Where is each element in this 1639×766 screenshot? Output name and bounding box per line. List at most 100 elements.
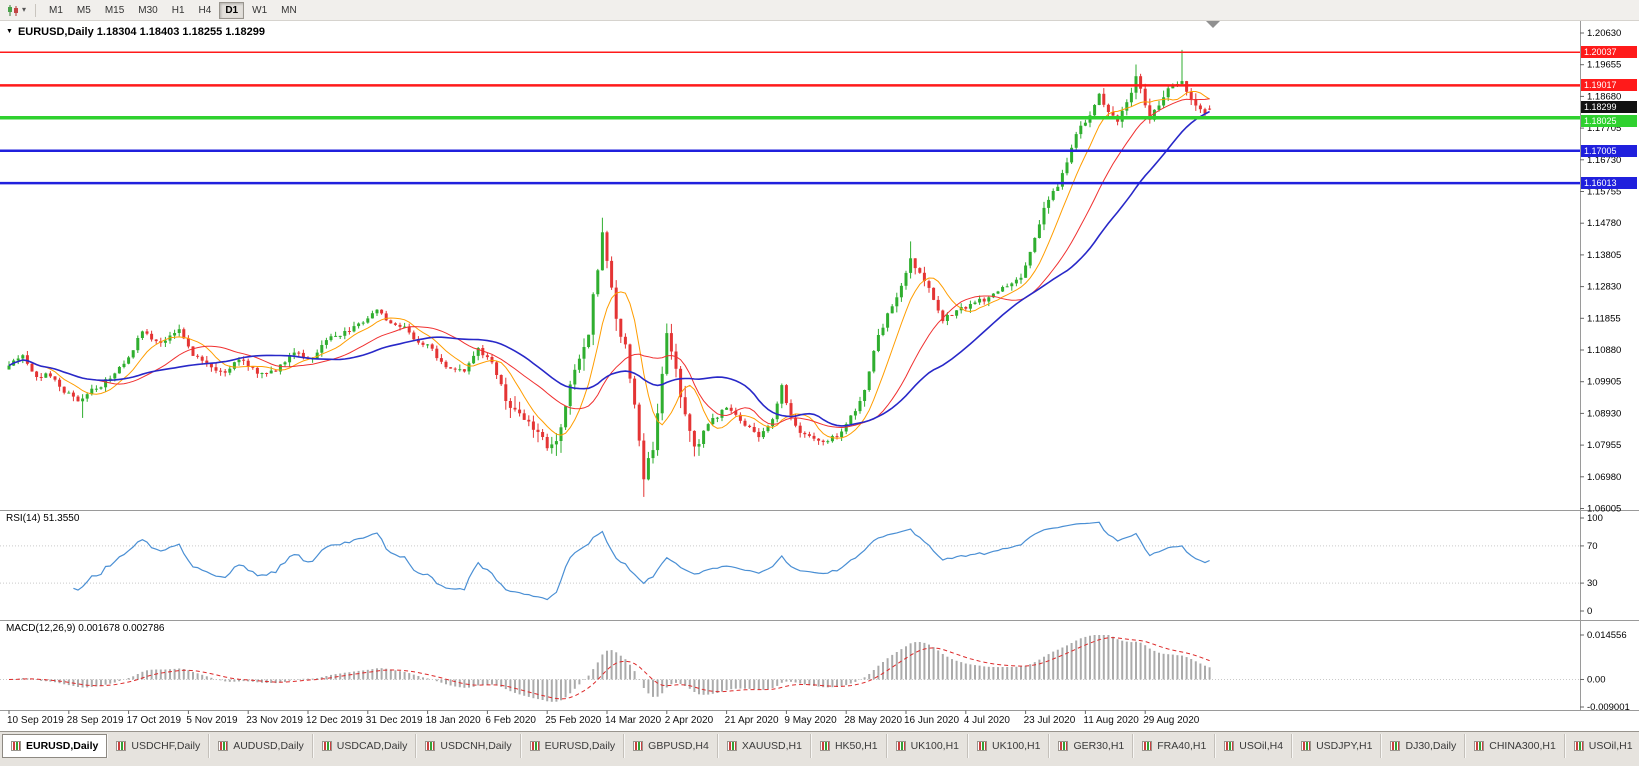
chart-tab-icon bbox=[1058, 740, 1069, 751]
timeframe-button-H1[interactable]: H1 bbox=[171, 4, 185, 16]
svg-text:25 Feb 2020: 25 Feb 2020 bbox=[545, 715, 602, 726]
price-badge-1.19017: 1.19017 bbox=[1581, 79, 1637, 92]
svg-text:100: 100 bbox=[1587, 513, 1603, 524]
chart-type-button[interactable]: ▾ bbox=[4, 3, 29, 18]
dropdown-caret-icon: ▾ bbox=[22, 5, 27, 14]
svg-text:0.00: 0.00 bbox=[1587, 674, 1606, 685]
macd-signal-line bbox=[8, 637, 1210, 700]
price-axis-labels: 1.20630 1.19655 1.18680 1.17705 1.16730 1.157… bbox=[1580, 28, 1621, 515]
chart-tab-UK100,H1[interactable]: UK100,H1 bbox=[968, 734, 1050, 758]
chart-tab-CHINA300,H1[interactable]: CHINA300,H1 bbox=[1465, 734, 1565, 758]
chart-tab-USDJPY,H1[interactable]: USDJPY,H1 bbox=[1292, 734, 1382, 758]
chart-tab-EURUSD,Daily[interactable]: EURUSD,Daily bbox=[2, 734, 108, 758]
tab-label: USOil,H4 bbox=[1239, 739, 1284, 752]
timeframe-button-MN[interactable]: MN bbox=[281, 4, 297, 16]
price-badge-1.20037: 1.20037 bbox=[1581, 46, 1637, 59]
chart-tab-AUDUSD,Daily[interactable]: AUDUSD,Daily bbox=[209, 734, 313, 758]
svg-text:1.06980: 1.06980 bbox=[1587, 472, 1621, 483]
chart-tab-GER30,H1[interactable]: GER30,H1 bbox=[1049, 734, 1134, 758]
timeframe-button-M30[interactable]: M30 bbox=[138, 4, 158, 16]
chart-tab-FRA40,H1[interactable]: FRA40,H1 bbox=[1133, 734, 1216, 758]
price-badge-1.16013: 1.16013 bbox=[1581, 177, 1637, 190]
chart-tab-XAUUSD,H1[interactable]: XAUUSD,H1 bbox=[717, 734, 811, 758]
chart-tab-USDCHF,Daily[interactable]: USDCHF,Daily bbox=[107, 734, 210, 758]
svg-text:1.10880: 1.10880 bbox=[1587, 345, 1621, 356]
chart-tab-icon bbox=[726, 740, 737, 751]
chart-tab-USDCNH,Daily[interactable]: USDCNH,Daily bbox=[416, 734, 521, 758]
svg-text:1.06005: 1.06005 bbox=[1587, 504, 1621, 515]
timeframe-button-W1[interactable]: W1 bbox=[252, 4, 268, 16]
price-badge-1.18299: 1.18299 bbox=[1581, 100, 1637, 113]
chart-tab-UK100,H1[interactable]: UK100,H1 bbox=[886, 734, 969, 758]
svg-text:1.15755: 1.15755 bbox=[1587, 187, 1621, 198]
svg-text:23 Jul 2020: 23 Jul 2020 bbox=[1024, 715, 1076, 726]
chart-tab-icon bbox=[1301, 740, 1312, 751]
svg-text:1.09905: 1.09905 bbox=[1587, 377, 1621, 388]
tab-label: FRA40,H1 bbox=[1157, 739, 1207, 752]
tab-label: USDCHF,Daily bbox=[131, 739, 201, 752]
svg-text:31 Dec 2019: 31 Dec 2019 bbox=[366, 715, 423, 726]
chart-tab-icon bbox=[1474, 740, 1485, 751]
chart-ohlc-text: EURUSD,Daily 1.18304 1.18403 1.18255 1.1… bbox=[17, 26, 266, 38]
tab-label: UK100,H1 bbox=[992, 739, 1041, 752]
svg-text:23 Nov 2019: 23 Nov 2019 bbox=[246, 715, 303, 726]
chart-tab-USOil,H1[interactable]: USOil,H1 bbox=[1564, 734, 1639, 758]
price-badge-1.17005: 1.17005 bbox=[1581, 144, 1637, 157]
svg-text:10 Sep 2019: 10 Sep 2019 bbox=[7, 715, 64, 726]
candlestick-chart-icon bbox=[8, 4, 18, 16]
tab-label: HK50,H1 bbox=[834, 739, 878, 752]
tab-label: UK100,H1 bbox=[910, 739, 960, 752]
svg-text:5 Nov 2019: 5 Nov 2019 bbox=[186, 715, 238, 726]
chart-tab-USOil,H4[interactable]: USOil,H4 bbox=[1215, 734, 1293, 758]
svg-text:1.18680: 1.18680 bbox=[1587, 91, 1621, 102]
chart-tab-icon bbox=[977, 740, 988, 751]
tab-label: USDJPY,H1 bbox=[1316, 739, 1373, 752]
timeframe-button-M15[interactable]: M15 bbox=[104, 4, 125, 16]
svg-text:1.14780: 1.14780 bbox=[1587, 218, 1621, 229]
chart-tab-icon bbox=[116, 740, 127, 751]
chart-tab-icon bbox=[895, 740, 906, 751]
svg-text:9 May 2020: 9 May 2020 bbox=[784, 715, 837, 726]
chart-tab-icon bbox=[633, 740, 644, 751]
tab-label: USDCNH,Daily bbox=[440, 739, 512, 752]
chart-ohlc-header: ▼ EURUSD,Daily 1.18304 1.18403 1.18255 1… bbox=[6, 26, 265, 38]
svg-text:14 Mar 2020: 14 Mar 2020 bbox=[605, 715, 662, 726]
chart-tab-DJ30,Daily[interactable]: DJ30,Daily bbox=[1381, 734, 1466, 758]
timeframe-button-M1[interactable]: M1 bbox=[49, 4, 63, 16]
timeframe-buttons: M1 M5 M15 M30 H1 H4 D1 W1 MN bbox=[42, 1, 304, 19]
chart-window-tabbar: EURUSD,Daily USDCHF,Daily AUDUSD,Daily USDC… bbox=[0, 731, 1639, 766]
ma-34-line bbox=[8, 110, 1210, 427]
svg-text:1.17705: 1.17705 bbox=[1587, 123, 1621, 134]
chart-tab-GBPUSD,H4[interactable]: GBPUSD,H4 bbox=[624, 734, 718, 758]
chart-tab-icon bbox=[1142, 740, 1153, 751]
tab-label: XAUUSD,H1 bbox=[741, 739, 802, 752]
chart-tab-icon bbox=[529, 740, 540, 751]
chart-tab-HK50,H1[interactable]: HK50,H1 bbox=[810, 734, 887, 758]
macd-indicator-label: MACD(12,26,9) 0.001678 0.002786 bbox=[6, 623, 165, 634]
svg-text:16 Jun 2020: 16 Jun 2020 bbox=[904, 715, 959, 726]
tab-label: DJ30,Daily bbox=[1405, 739, 1457, 752]
rsi-axis-labels: 100 70 30 0 bbox=[1580, 513, 1603, 617]
one-click-trading-toggle-icon[interactable]: ▼ bbox=[6, 28, 13, 35]
chart-tab-EURUSD,Daily[interactable]: EURUSD,Daily bbox=[520, 734, 625, 758]
chart-tab-icon bbox=[1224, 740, 1235, 751]
tab-label: AUDUSD,Daily bbox=[233, 739, 304, 752]
timeframe-button-H4[interactable]: H4 bbox=[198, 4, 212, 16]
svg-text:4 Jul 2020: 4 Jul 2020 bbox=[964, 715, 1011, 726]
svg-text:-0.009001: -0.009001 bbox=[1587, 702, 1630, 713]
svg-text:0: 0 bbox=[1587, 606, 1592, 617]
chart-tab-USDCAD,Daily[interactable]: USDCAD,Daily bbox=[312, 734, 417, 758]
timeframe-button-M5[interactable]: M5 bbox=[76, 4, 91, 16]
chart-shift-marker[interactable] bbox=[1206, 21, 1220, 28]
tab-label: CHINA300,H1 bbox=[1489, 739, 1556, 752]
svg-text:28 Sep 2019: 28 Sep 2019 bbox=[67, 715, 124, 726]
rsi-indicator-label: RSI(14) 51.3550 bbox=[6, 513, 80, 524]
toolbar-separator bbox=[35, 3, 37, 17]
svg-text:18 Jan 2020: 18 Jan 2020 bbox=[426, 715, 481, 726]
tab-label: EURUSD,Daily bbox=[544, 739, 616, 752]
timeframe-button-D1[interactable]: D1 bbox=[219, 1, 245, 19]
tab-label: GER30,H1 bbox=[1073, 739, 1125, 752]
chart-tab-icon bbox=[11, 740, 21, 751]
